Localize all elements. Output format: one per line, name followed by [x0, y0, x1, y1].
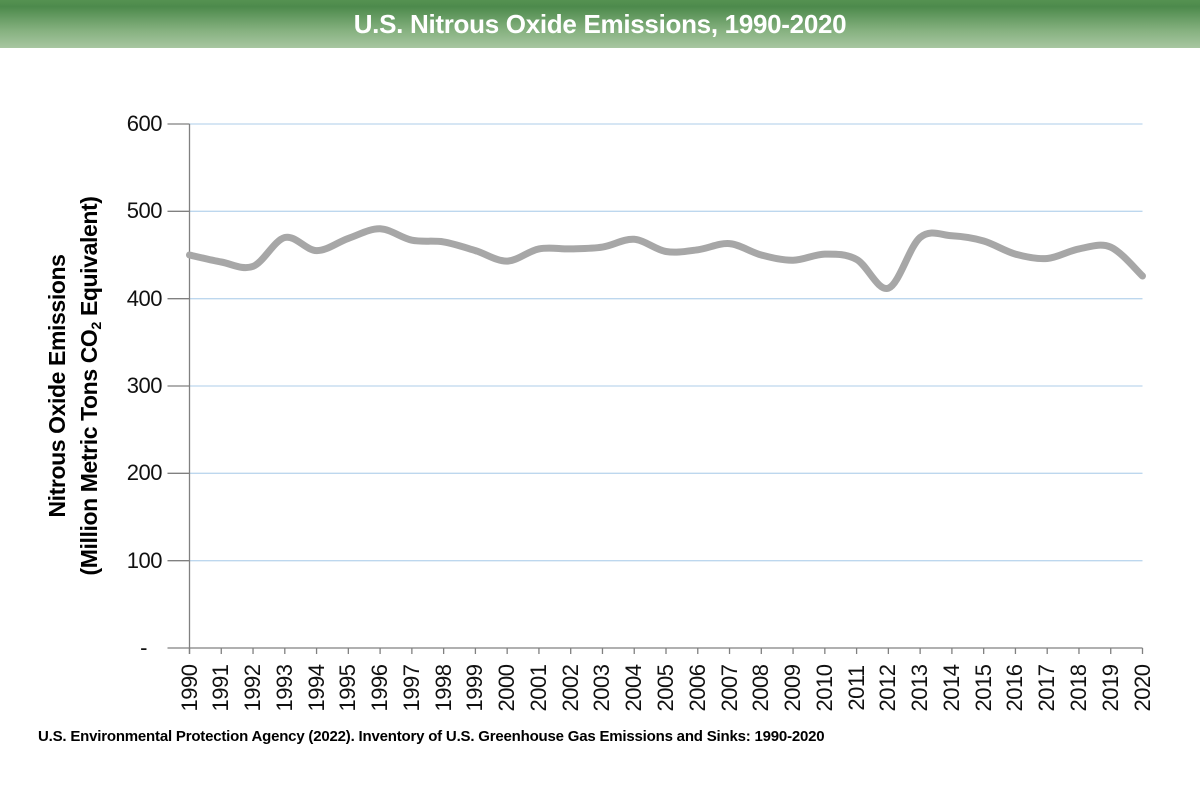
x-tick-label: 1998	[430, 664, 456, 712]
x-tick-label: 2014	[938, 664, 964, 712]
x-tick-label: 2006	[684, 664, 710, 712]
x-tick-label: 2018	[1065, 664, 1091, 712]
x-tick-label: 1993	[271, 664, 297, 712]
y-tick-label: 400	[126, 285, 163, 311]
x-tick-label: 2000	[494, 664, 520, 712]
x-tick-label: 2013	[907, 664, 933, 712]
x-tick-label: 1997	[398, 664, 424, 712]
x-tick-label: 2016	[1002, 664, 1028, 712]
x-tick-label: 2015	[970, 664, 996, 712]
x-tick-label: 2004	[621, 664, 647, 712]
source-citation: U.S. Environmental Protection Agency (20…	[38, 728, 825, 745]
y-axis-title: Nitrous Oxide Emissions (Million Metric …	[41, 196, 113, 575]
x-tick-label: 2010	[811, 664, 837, 712]
chart-header-banner: U.S. Nitrous Oxide Emissions, 1990-2020	[0, 0, 1200, 48]
y-tick-label: 200	[126, 460, 163, 486]
chart-area: 600 500 400 300 200 100 - 1990 1991 1992 1993 1994…	[0, 48, 1200, 801]
x-tick-label: 2019	[1097, 664, 1123, 712]
co2-subscript: 2	[89, 322, 106, 330]
line-plot	[167, 123, 1146, 654]
x-tick-label: 2011	[843, 665, 869, 711]
x-tick-label: 1992	[240, 664, 266, 712]
x-tick-label: 2007	[716, 664, 742, 712]
x-tick-label: 2005	[653, 664, 678, 712]
x-tick-label: 2020	[1129, 664, 1155, 712]
x-tick-label: 2009	[780, 664, 806, 712]
x-tick-label: 1995	[335, 664, 361, 712]
y-axis-title-line2: (Million Metric Tons CO2 Equivalent)	[75, 196, 106, 576]
x-tick-label: 2003	[589, 664, 615, 712]
x-tick-label: 2017	[1034, 664, 1060, 712]
y-tick-label: -	[140, 635, 147, 660]
x-tick-label: 1991	[208, 664, 234, 712]
emissions-line	[186, 225, 1146, 292]
x-tick-label: 1994	[303, 664, 329, 712]
x-tick-label: 2002	[557, 664, 583, 712]
y-tick-label: 600	[126, 111, 163, 136]
x-tick-label: 2008	[748, 664, 774, 712]
x-tick-label: 1999	[462, 664, 488, 712]
x-tick-label: 2012	[875, 664, 901, 712]
x-tick-label: 2001	[525, 664, 551, 712]
y-tick-label: 100	[126, 547, 163, 573]
chart-title: U.S. Nitrous Oxide Emissions, 1990-2020	[353, 9, 847, 39]
y-tick-label: 300	[126, 373, 163, 398]
x-tick-label: 1996	[367, 664, 393, 712]
y-tick-label: 500	[126, 198, 163, 224]
x-tick-label: 1990	[176, 664, 202, 712]
y-axis-title-line1: Nitrous Oxide Emissions	[43, 254, 70, 518]
